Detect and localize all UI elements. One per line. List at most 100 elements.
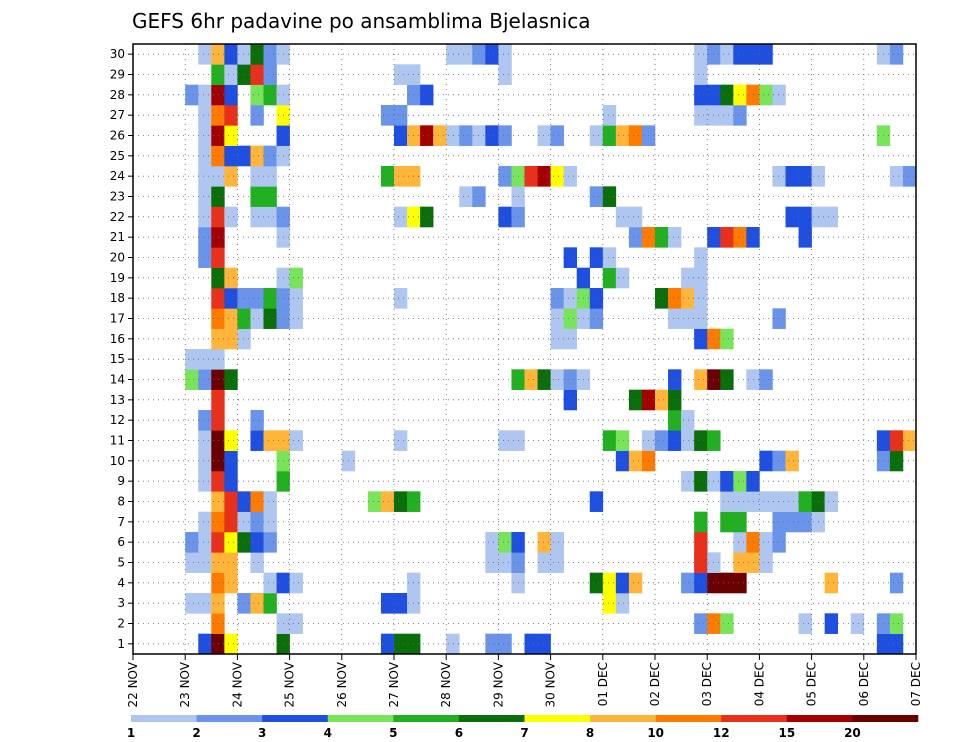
colorbar-tick-label: 4	[324, 726, 332, 740]
heatmap-cell	[798, 511, 812, 533]
heatmap-cell	[602, 430, 617, 451]
heatmap-cell	[485, 125, 499, 146]
heatmap-cell	[889, 44, 904, 65]
heatmap-cell	[380, 491, 395, 512]
heatmap-cell	[263, 84, 277, 106]
heatmap-cell	[681, 430, 695, 451]
heatmap-cell	[224, 125, 238, 146]
y-tick-label: 14	[110, 373, 125, 387]
colorbar-swatch	[655, 715, 722, 722]
heatmap-cell	[224, 267, 238, 289]
heatmap-cell	[211, 410, 225, 431]
y-tick-label: 7	[117, 515, 125, 529]
heatmap-cell	[589, 247, 604, 268]
heatmap-cell	[394, 64, 408, 85]
heatmap-cell	[850, 613, 865, 634]
heatmap-cell	[668, 430, 682, 451]
heatmap-cell	[198, 532, 212, 553]
heatmap-cell	[524, 633, 538, 655]
heatmap-cell	[211, 532, 225, 553]
heatmap-cell	[394, 125, 408, 146]
y-tick-label: 15	[110, 352, 125, 366]
heatmap-cell	[589, 572, 604, 594]
heatmap-cell	[563, 328, 577, 350]
heatmap-cell	[720, 105, 734, 126]
colorbar-tick-label: 5	[389, 726, 397, 740]
heatmap-cell	[589, 288, 604, 309]
y-tick-label: 26	[110, 129, 125, 143]
heatmap-cell	[289, 430, 303, 451]
heatmap-cell	[824, 206, 838, 228]
heatmap-cell	[237, 328, 251, 350]
heatmap-cell	[759, 369, 773, 390]
heatmap-cell	[628, 389, 643, 411]
x-tick-label: 25 NOV	[283, 661, 297, 707]
colorbar-swatch	[852, 715, 919, 722]
heatmap-cell	[211, 288, 225, 309]
heatmap-cell	[394, 288, 408, 309]
heatmap-cell	[263, 532, 277, 553]
heatmap-cell	[694, 267, 708, 289]
heatmap-cell	[602, 572, 617, 594]
heatmap-cell	[602, 186, 617, 207]
heatmap-cell	[198, 125, 212, 146]
heatmap-cell	[211, 206, 225, 228]
heatmap-cell	[446, 633, 460, 655]
heatmap-cell	[289, 613, 303, 634]
heatmap-cell	[224, 369, 238, 390]
heatmap-cell	[211, 44, 225, 65]
x-tick-label: 27 NOV	[387, 661, 401, 707]
x-axis-ticks: 22 NOV 23 NOV 24 NOV 25 NOV 26 NOV 27 NOV 28 N…	[126, 654, 923, 708]
heatmap-cell	[211, 511, 225, 533]
heatmap-cell	[485, 532, 499, 553]
colorbar-tick-label: 7	[520, 726, 528, 740]
heatmap-cell	[198, 552, 212, 573]
heatmap-cell	[237, 64, 251, 85]
y-tick-label: 19	[110, 271, 125, 285]
heatmap-cell	[615, 450, 630, 472]
heatmap-cell	[250, 186, 264, 207]
heatmap-cell	[211, 267, 225, 289]
y-tick-label: 12	[110, 413, 125, 427]
heatmap-cell	[198, 349, 212, 370]
heatmap-cell	[772, 308, 786, 329]
heatmap-cell	[250, 145, 264, 167]
heatmap-cell	[498, 64, 512, 85]
colorbar-tick-label: 3	[258, 726, 266, 740]
y-tick-label: 11	[110, 434, 125, 448]
heatmap-cell	[550, 125, 564, 146]
heatmap-cell	[720, 613, 734, 634]
heatmap-cell	[485, 552, 499, 573]
heatmap-cell	[602, 247, 617, 268]
heatmap-cell	[289, 288, 303, 309]
x-tick-label: 03 DEC	[700, 662, 714, 706]
heatmap-cell	[681, 572, 695, 594]
heatmap-cell	[237, 532, 251, 553]
heatmap-cell	[459, 186, 473, 207]
heatmap-cell	[668, 308, 682, 329]
heatmap-cell	[198, 145, 212, 167]
heatmap-cell	[889, 166, 904, 187]
heatmap-cell	[498, 44, 512, 65]
heatmap-cell	[433, 125, 447, 146]
heatmap-cell	[681, 471, 695, 492]
colorbar-swatch	[393, 715, 460, 722]
heatmap-cell	[602, 125, 617, 146]
heatmap-cell	[485, 44, 499, 65]
heatmap-cell	[668, 288, 682, 309]
heatmap-cell	[498, 532, 512, 553]
heatmap-cell	[798, 227, 812, 248]
heatmap-cell	[655, 288, 669, 309]
heatmap-cell	[889, 613, 904, 634]
heatmap-cell	[498, 166, 512, 187]
heatmap-cell	[224, 206, 238, 228]
heatmap-cell	[550, 288, 564, 309]
heatmap-cell	[733, 572, 747, 594]
heatmap-cell	[615, 593, 630, 614]
heatmap-cell	[733, 44, 747, 65]
heatmap-cell	[550, 369, 564, 390]
heatmap-cell	[628, 227, 643, 248]
y-tick-label: 18	[110, 291, 125, 305]
heatmap-cell	[720, 471, 734, 492]
